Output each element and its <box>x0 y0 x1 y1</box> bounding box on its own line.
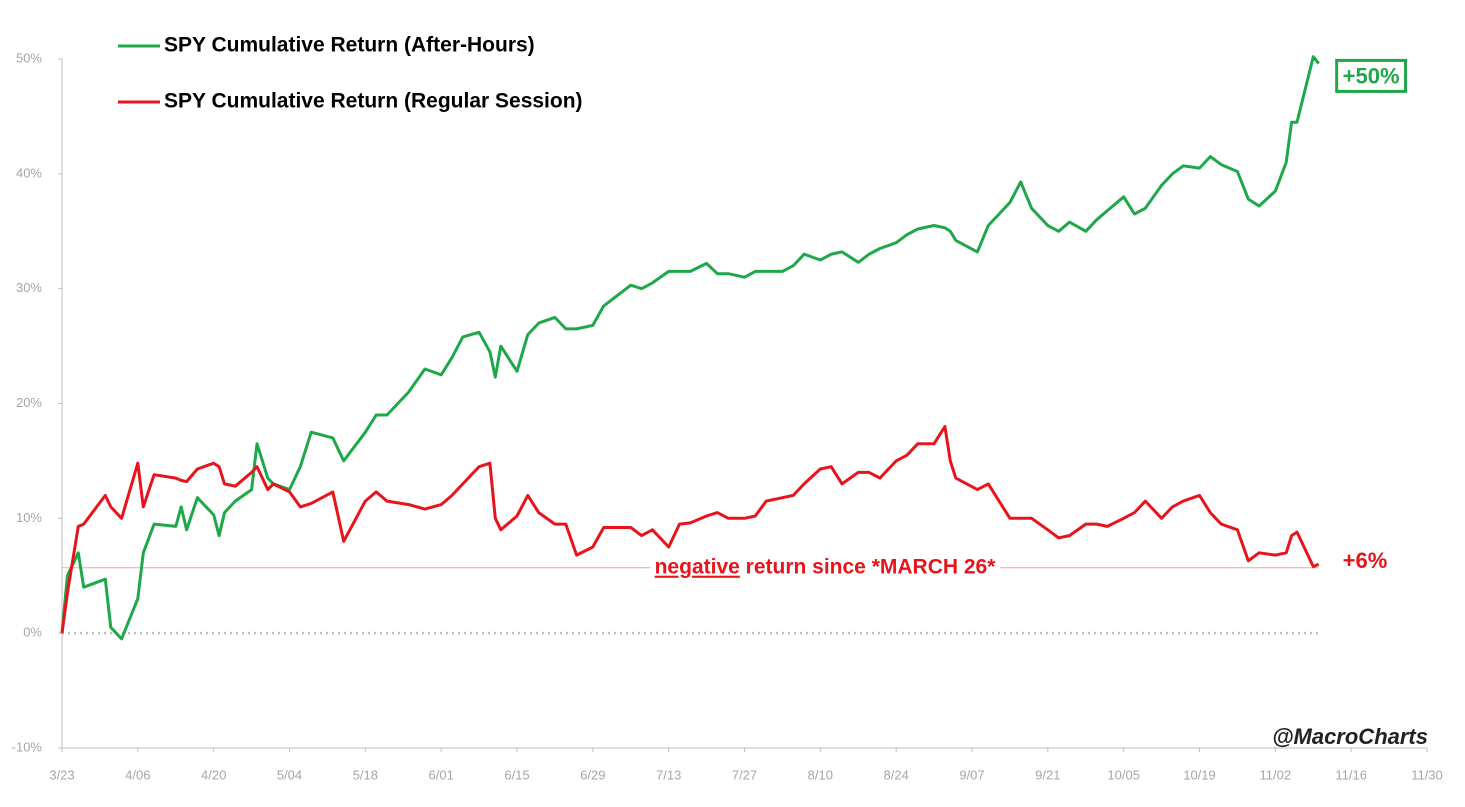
y-tick-label: 20% <box>16 395 42 410</box>
legend-label: SPY Cumulative Return (Regular Session) <box>164 90 583 113</box>
end-label: +50% <box>1343 63 1400 88</box>
x-tick-label: 10/19 <box>1183 767 1216 782</box>
y-tick-label: -10% <box>12 739 43 754</box>
x-tick-label: 5/18 <box>353 767 378 782</box>
y-tick-label: 0% <box>23 625 42 640</box>
y-tick-label: 30% <box>16 280 42 295</box>
x-tick-label: 5/04 <box>277 767 302 782</box>
series-line <box>60 55 1320 641</box>
annotation-emphasis: negative <box>655 555 740 578</box>
x-tick-label: 11/30 <box>1411 767 1443 782</box>
x-tick-label: 6/15 <box>504 767 529 782</box>
y-tick-label: 10% <box>16 510 42 525</box>
end-label-box <box>1335 58 1408 93</box>
annotation-background <box>650 555 1001 579</box>
y-tick-label: 40% <box>16 165 42 180</box>
x-tick-label: 11/02 <box>1260 767 1292 782</box>
x-tick-label: 8/24 <box>884 767 909 782</box>
legend-label: SPY Cumulative Return (After-Hours) <box>164 34 535 57</box>
x-tick-label: 7/27 <box>732 767 757 782</box>
x-tick-label: 3/23 <box>49 767 74 782</box>
x-tick-label: 4/06 <box>125 767 150 782</box>
x-tick-label: 11/16 <box>1335 767 1367 782</box>
x-tick-label: 6/01 <box>429 767 454 782</box>
annotation: negative return since *MARCH 26* <box>655 555 997 578</box>
x-tick-label: 10/05 <box>1107 767 1140 782</box>
y-tick-label: 50% <box>16 50 42 65</box>
annotation-text: return since *MARCH 26* <box>746 555 997 578</box>
x-tick-label: 9/21 <box>1035 767 1060 782</box>
x-tick-label: 6/29 <box>580 767 605 782</box>
x-tick-label: 8/10 <box>808 767 833 782</box>
end-label: +6% <box>1343 548 1388 573</box>
x-tick-label: 9/07 <box>959 767 984 782</box>
watermark: @MacroCharts <box>1272 724 1428 749</box>
x-tick-label: 4/20 <box>201 767 226 782</box>
x-tick-label: 7/13 <box>656 767 681 782</box>
series-line <box>60 425 1320 634</box>
